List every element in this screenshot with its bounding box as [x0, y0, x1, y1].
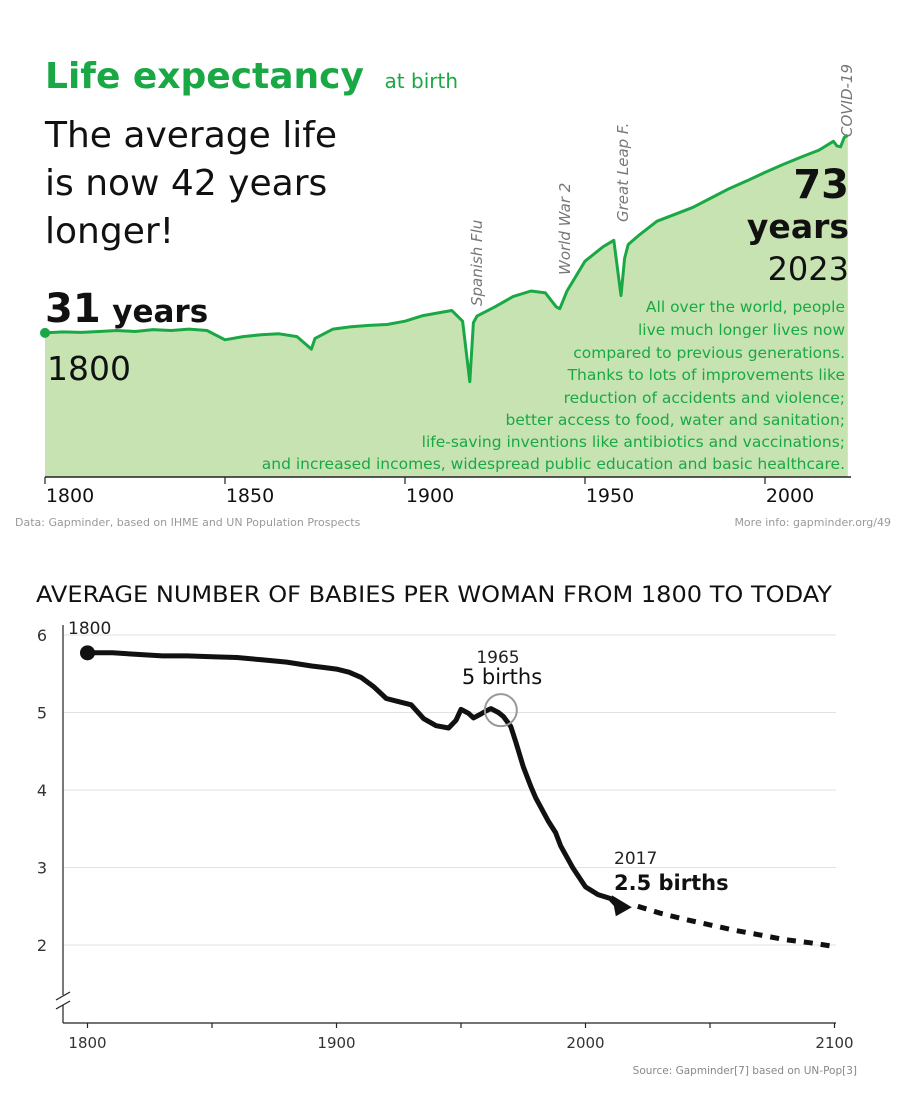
description-line: compared to previous generations. [573, 344, 845, 362]
description-text: All over the world, people live much lon… [262, 298, 846, 473]
headline-line-2: is now 42 years [45, 163, 327, 204]
description-line: All over the world, people [646, 298, 845, 316]
callout-1965-year: 1965 [476, 648, 519, 668]
title-main: Life expectancy [45, 56, 364, 97]
x-tick-label: 2100 [815, 1034, 853, 1052]
callout-2017-year: 2017 [614, 849, 657, 869]
annotation-spanish-flu: Spanish Flu [468, 220, 486, 306]
annotation-covid-19: COVID-19 [838, 64, 856, 137]
gridlines [63, 634, 836, 946]
chart-title: AVERAGE NUMBER OF BABIES PER WOMAN FROM … [36, 583, 833, 608]
start-point-marker [80, 645, 95, 661]
start-value-label: 31 years [45, 286, 208, 332]
x-axis-ticks: 1800 1850 1900 1950 2000 [44, 477, 814, 507]
start-point-marker [40, 327, 50, 338]
babies-per-woman-chart: AVERAGE NUMBER OF BABIES PER WOMAN FROM … [36, 583, 857, 1077]
data-source-footer: Data: Gapminder, based on IHME and UN Po… [15, 516, 361, 529]
annotation-great-leap: Great Leap F. [614, 123, 632, 222]
start-year-label: 1800 [68, 619, 111, 639]
x-axis-ticks: 1800 1900 2000 2100 [68, 1023, 854, 1052]
y-tick-label: 5 [37, 704, 47, 723]
description-line: reduction of accidents and violence; [564, 389, 845, 407]
arrow-head [611, 895, 632, 917]
start-year-label: 1800 [47, 349, 131, 388]
x-tick-label: 1800 [68, 1034, 106, 1052]
fertility-line-historic [85, 650, 619, 907]
description-line: life-saving inventions like antibiotics … [422, 433, 845, 451]
life-expectancy-line [44, 133, 849, 384]
life-expectancy-chart: 1800 1850 1900 1950 2000 Life expectancy at … [15, 56, 891, 529]
headline-line-1: The average life [44, 115, 337, 156]
title-suffix: at birth [385, 69, 458, 93]
y-tick-label: 2 [37, 936, 47, 955]
headline-line-3: longer! [45, 211, 174, 252]
callout-2017-value: 2.5 births [614, 871, 729, 895]
description-line: Thanks to lots of improvements like [567, 366, 845, 384]
x-tick-label: 1900 [406, 485, 454, 507]
fertility-line-projection [637, 903, 835, 949]
x-tick-label: 1850 [226, 485, 274, 507]
end-value: 73 [793, 162, 849, 208]
more-info-footer: More info: gapminder.org/49 [734, 516, 891, 529]
description-line: better access to food, water and sanitat… [506, 411, 846, 429]
y-tick-label: 6 [37, 626, 47, 645]
y-tick-label: 4 [37, 781, 47, 800]
annotation-world-war-2: World War 2 [556, 183, 574, 275]
source-note: Source: Gapminder[7] based on UN-Pop[3] [633, 1065, 857, 1077]
life-expectancy-area [45, 135, 848, 477]
end-year-label: 2023 [768, 250, 849, 288]
x-tick-label: 2000 [566, 1034, 604, 1052]
description-line: live much longer lives now [638, 321, 845, 339]
x-tick-label: 1900 [317, 1034, 355, 1052]
x-tick-label: 2000 [766, 485, 814, 507]
axis-break-mark [55, 991, 71, 1001]
end-unit: years [747, 207, 849, 246]
x-tick-label: 1950 [586, 485, 634, 507]
description-line: and increased incomes, widespread public… [262, 455, 845, 473]
highlight-ring-1965 [483, 693, 518, 728]
start-value: 31 [45, 286, 101, 332]
y-tick-label: 3 [37, 859, 47, 878]
x-tick-label: 1800 [46, 485, 94, 507]
chart-title: Life expectancy at birth [45, 56, 458, 97]
callout-1965-value: 5 births [462, 665, 542, 689]
start-unit: years [112, 294, 208, 330]
y-axis-ticks: 2 3 4 5 6 [37, 626, 47, 955]
